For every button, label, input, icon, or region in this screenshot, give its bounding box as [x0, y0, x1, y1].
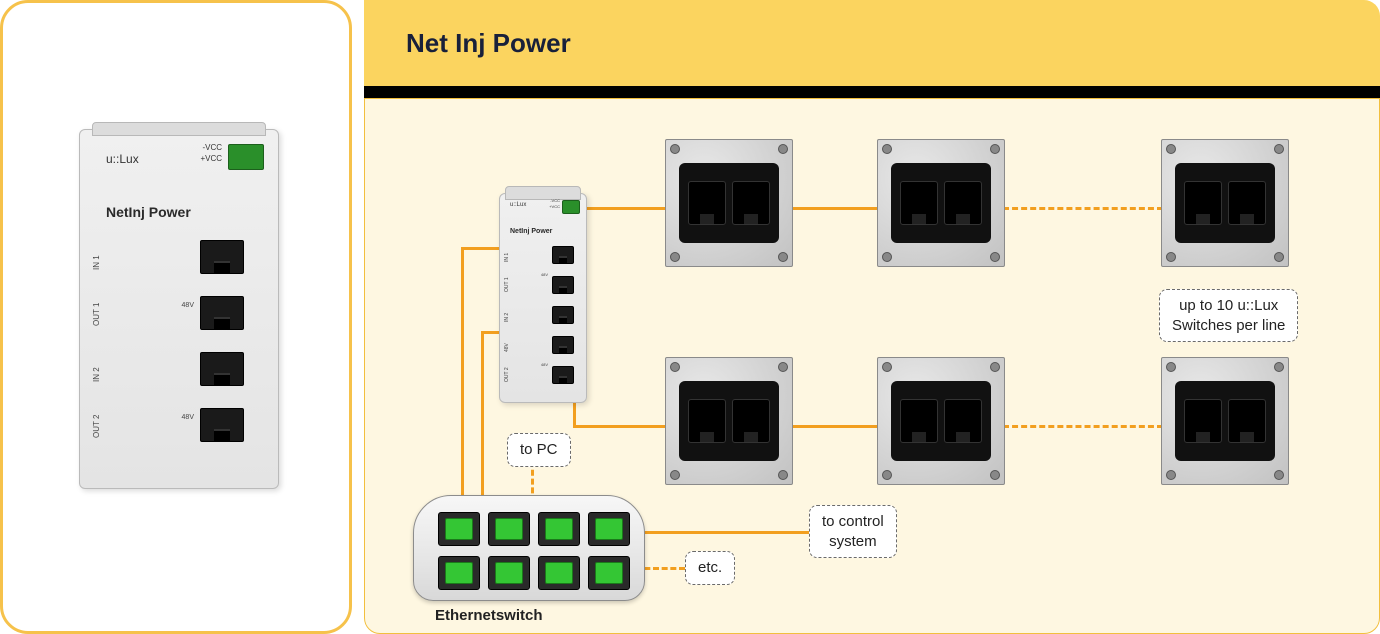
- title-bar: Net Inj Power: [364, 0, 1380, 86]
- port-label: IN 2: [504, 313, 510, 322]
- rj45-port: [552, 306, 574, 324]
- rj45-port: [552, 366, 574, 384]
- wall-outlet: [1161, 139, 1289, 267]
- wire: [627, 531, 809, 534]
- wall-outlet: [1161, 357, 1289, 485]
- ethernet-switch-label: Ethernetswitch: [435, 607, 543, 624]
- brand-label: u::Lux: [510, 202, 526, 208]
- rj45-port: [552, 246, 574, 264]
- port-label: OUT 2: [92, 415, 101, 438]
- port-label: OUT 1: [504, 277, 510, 292]
- rj45-port: [552, 276, 574, 294]
- voltage-label: 48V: [541, 362, 548, 367]
- switch-port: [588, 556, 630, 590]
- switch-port: [438, 512, 480, 546]
- voltage-label: 48V: [182, 414, 194, 421]
- product-image-large: u::Lux -VCC +VCC NetInj Power IN 1 OUT 1…: [79, 129, 279, 489]
- switch-port: [538, 512, 580, 546]
- rj45-port-in1: [200, 240, 244, 274]
- wire-dashed: [1003, 207, 1163, 210]
- callout-to-control-system: to control system: [809, 505, 897, 558]
- product-frame: u::Lux -VCC +VCC NetInj Power IN 1 OUT 1…: [0, 0, 352, 634]
- switch-port: [538, 556, 580, 590]
- wall-outlet: [877, 139, 1005, 267]
- callout-to-pc: to PC: [507, 433, 571, 467]
- switch-port: [588, 512, 630, 546]
- port-label: IN 2: [92, 367, 101, 382]
- brand-label: u::Lux: [106, 152, 139, 166]
- vcc-connector: [562, 200, 580, 214]
- vcc-labels: -VCC +VCC: [200, 142, 222, 164]
- wire: [461, 247, 464, 513]
- wall-outlet: [877, 357, 1005, 485]
- diagram-frame: Net Inj Power u::Lux -VCC +VCC: [364, 0, 1380, 634]
- switch-port: [488, 556, 530, 590]
- product-label: NetInj Power: [106, 204, 191, 220]
- diagram-panel: u::Lux -VCC +VCC NetInj Power IN 1 OUT 1…: [364, 98, 1380, 634]
- rj45-port-out2: [200, 408, 244, 442]
- voltage-label: 48V: [541, 272, 548, 277]
- port-label: IN 1: [504, 253, 510, 262]
- rj45-port-out1: [200, 296, 244, 330]
- port-label: OUT 1: [92, 303, 101, 326]
- rj45-port: [552, 336, 574, 354]
- wire: [481, 331, 484, 513]
- switch-port: [488, 512, 530, 546]
- port-label: 48V: [504, 343, 510, 352]
- port-label: OUT 2: [504, 367, 510, 382]
- page-title: Net Inj Power: [406, 28, 571, 59]
- product-label: NetInj Power: [510, 228, 552, 235]
- callout-capacity: up to 10 u::Lux Switches per line: [1159, 289, 1298, 342]
- vcc-labels: -VCC +VCC: [549, 198, 560, 210]
- product-image-small: u::Lux -VCC +VCC NetInj Power IN 1 OUT 1…: [499, 193, 587, 403]
- wall-outlet: [665, 357, 793, 485]
- voltage-label: 48V: [182, 302, 194, 309]
- divider: [364, 86, 1380, 98]
- port-label: IN 1: [92, 255, 101, 270]
- switch-port: [438, 556, 480, 590]
- vcc-connector: [228, 144, 264, 170]
- wire-dashed: [1003, 425, 1163, 428]
- ethernet-switch: [413, 495, 645, 601]
- rj45-port-in2: [200, 352, 244, 386]
- wall-outlet: [665, 139, 793, 267]
- callout-etc: etc.: [685, 551, 735, 585]
